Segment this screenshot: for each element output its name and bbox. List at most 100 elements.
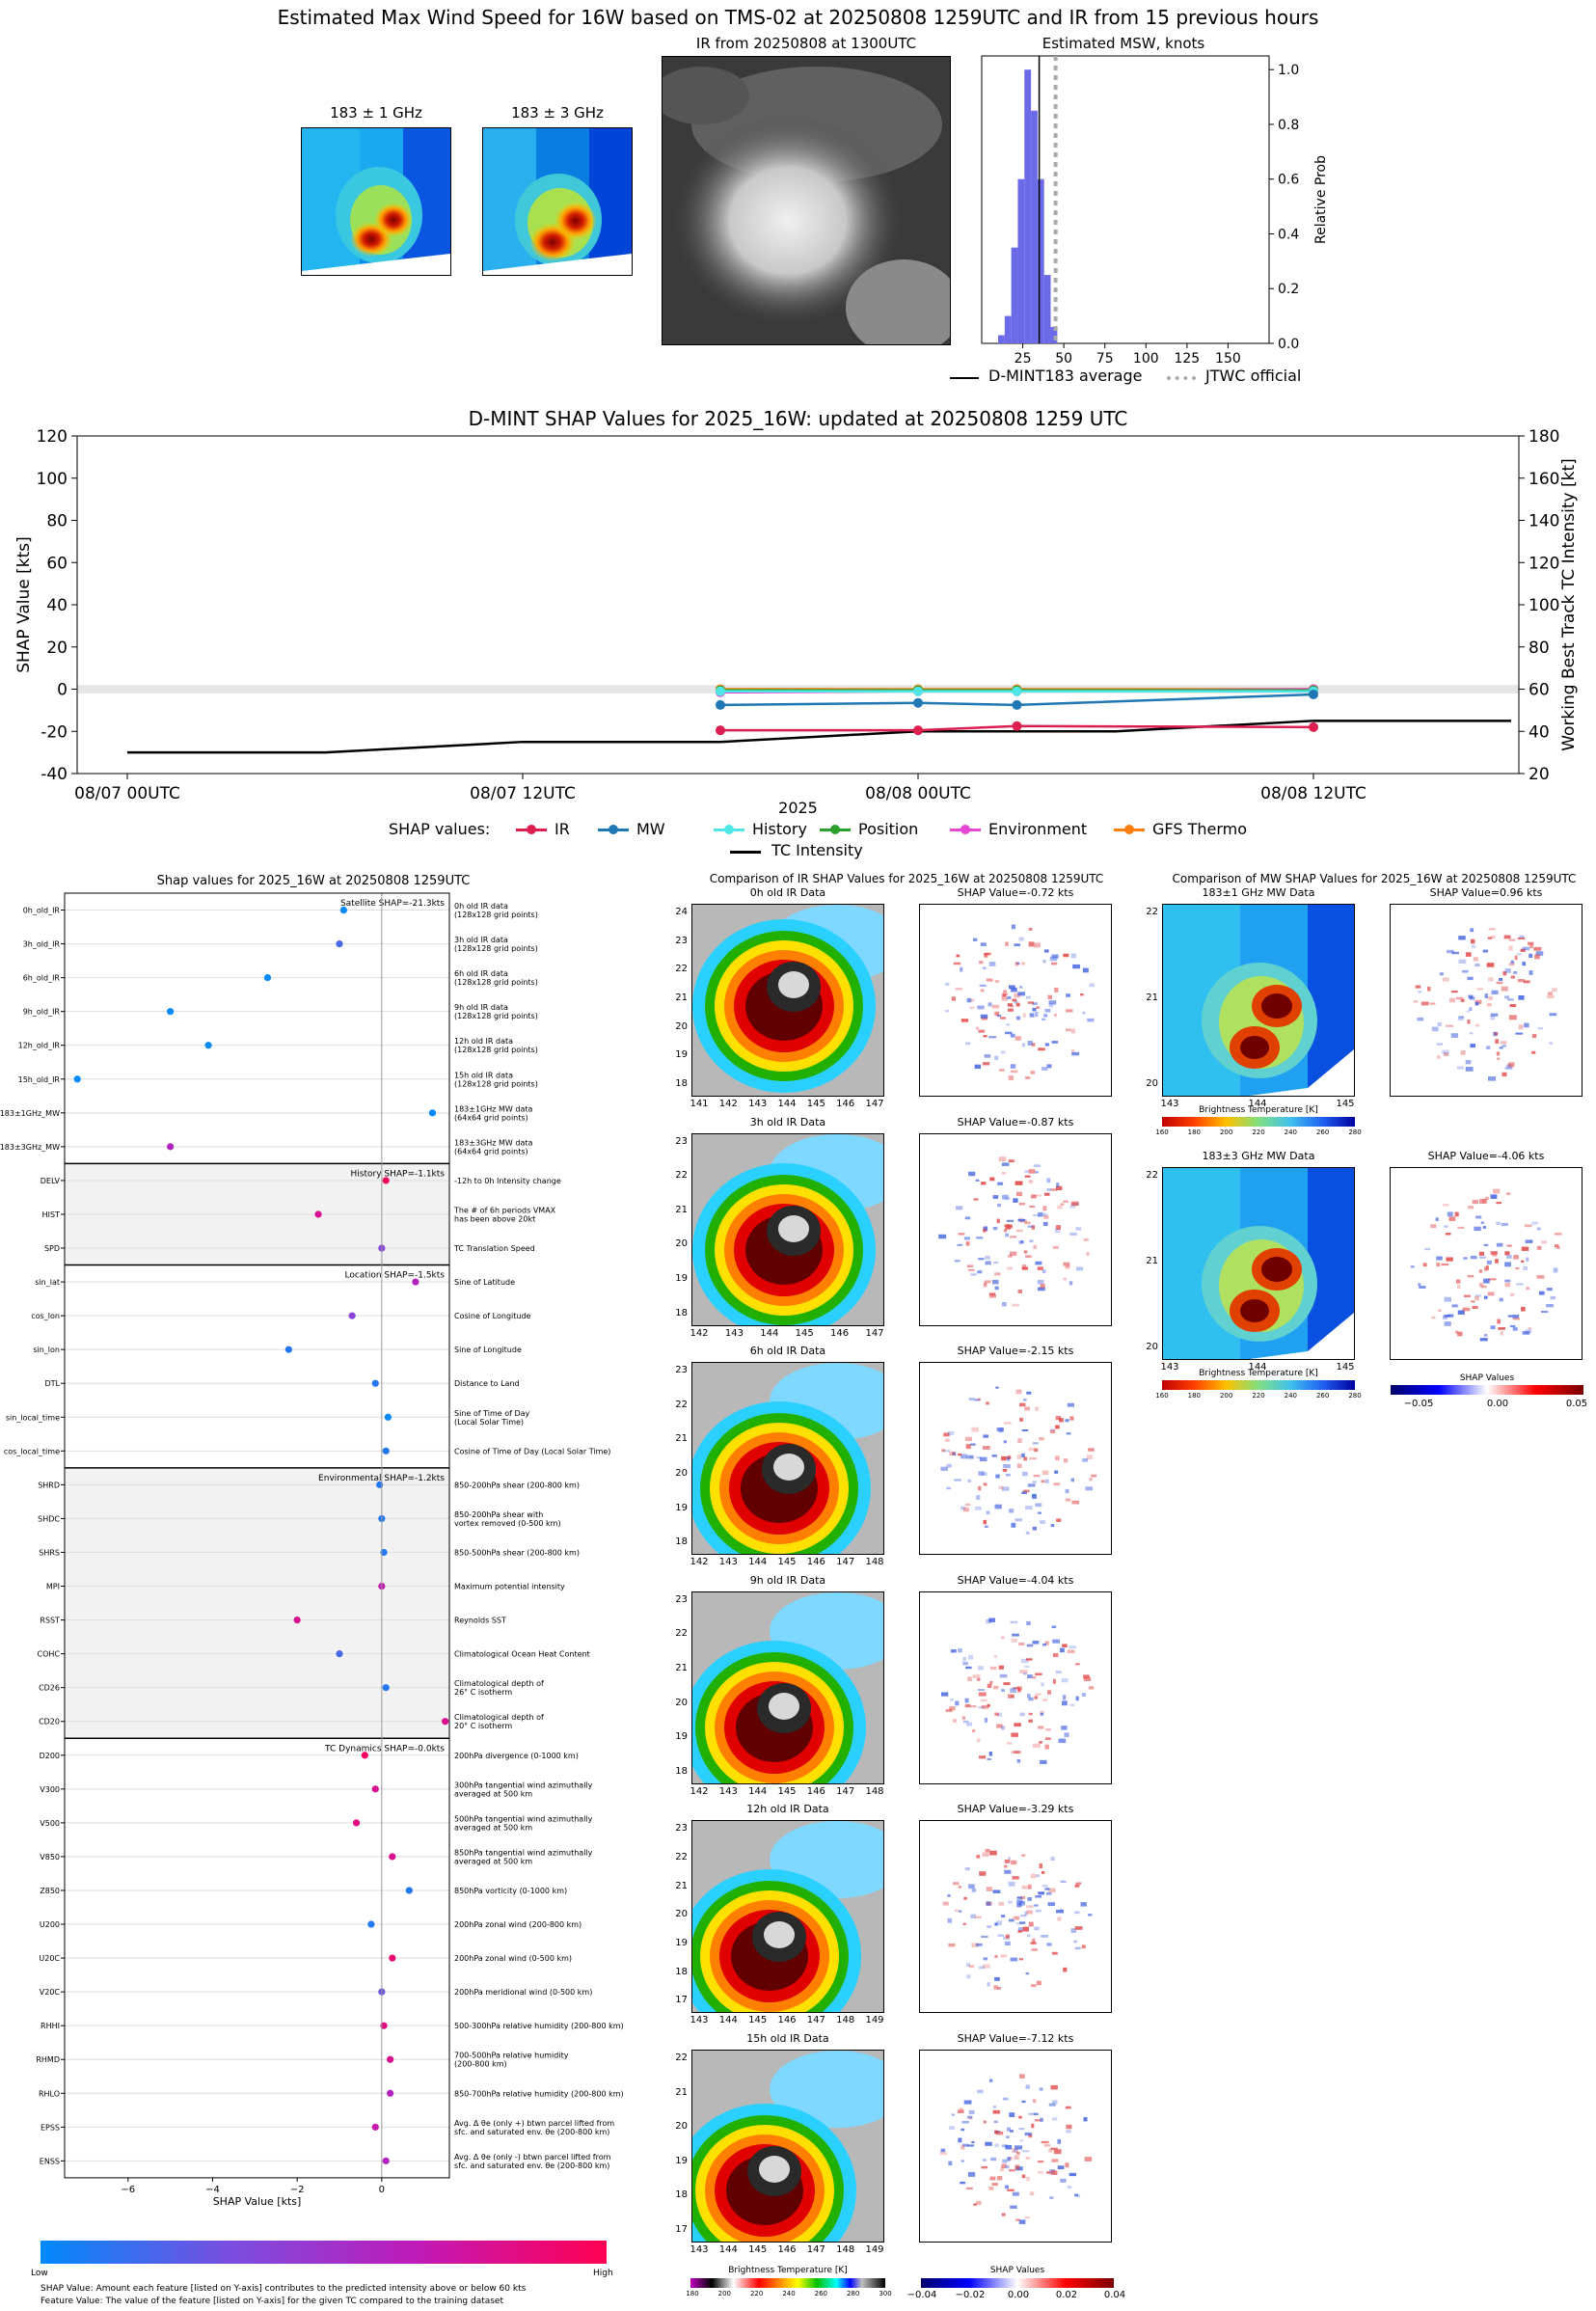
shap-speck <box>1046 1064 1052 1069</box>
feature-desc: averaged at 500 km <box>454 1789 532 1798</box>
shap-speck <box>1000 1954 1007 1958</box>
mw-row-xtick: 144 <box>1248 1099 1267 1109</box>
shap-speck <box>1497 1057 1501 1060</box>
shap-speck <box>1032 1743 1041 1748</box>
feature-desc: Climatological depth of <box>454 1713 544 1722</box>
shap-speck <box>979 1754 987 1759</box>
shap-speck <box>1465 1067 1474 1072</box>
shap-speck <box>1059 1647 1065 1652</box>
shap-speck <box>1500 1331 1504 1336</box>
hist-xtick-label: 125 <box>1174 351 1200 367</box>
feature-point <box>442 1718 449 1726</box>
shap-speck <box>1045 1892 1052 1896</box>
shap-speck <box>1080 1902 1087 1907</box>
shap-speck <box>1495 1039 1500 1045</box>
ir-row-data-svg <box>692 1363 883 1555</box>
mw-bt-colorbar-tick: 220 <box>1252 1128 1265 1136</box>
shap-speck <box>982 1446 990 1451</box>
shap-speck <box>1492 1251 1498 1257</box>
shap-speck <box>981 1704 989 1709</box>
shap-speck <box>1011 988 1017 992</box>
hist-ytick-label: 0.6 <box>1278 173 1299 188</box>
shap-speck <box>1540 1311 1549 1314</box>
ir-bt-colorbar-label: Brightness Temperature [K] <box>728 2266 848 2275</box>
ir-row-ytick: 22 <box>675 1852 688 1863</box>
shap-speck <box>965 1042 971 1046</box>
mw-bt-colorbar-tick: 160 <box>1155 1392 1169 1400</box>
mw-shap-tick: 0.05 <box>1565 1399 1588 1409</box>
shap-speck <box>1041 1018 1046 1020</box>
shap-speck <box>987 1002 992 1007</box>
shap-speck <box>1513 970 1518 974</box>
shap-speck <box>1041 2140 1049 2144</box>
shap-speck <box>1510 960 1514 965</box>
series-point-ir <box>716 725 725 736</box>
hist-ytick-label: 0.0 <box>1278 337 1299 352</box>
shap-speck <box>1025 1972 1030 1975</box>
mw-bt-colorbar-tick: 240 <box>1284 1392 1298 1400</box>
shap-speck <box>987 1925 992 1929</box>
shap-speck <box>1494 1032 1499 1036</box>
feature-desc: -12h to 0h Intensity change <box>454 1177 561 1185</box>
shap-speck <box>977 1398 982 1401</box>
shap-speck <box>1012 998 1017 1002</box>
shap-speck <box>1497 1319 1501 1324</box>
ir-row-shap-svg <box>920 1821 1111 2013</box>
shap-speck <box>1024 1665 1030 1668</box>
mw-shap-colorbar <box>1391 1385 1583 1395</box>
shap-speck <box>972 1728 976 1732</box>
shap-speck <box>966 1963 971 1968</box>
shap-speck <box>1005 2164 1010 2169</box>
shap-speck <box>1507 998 1514 1001</box>
shap-speck <box>1444 1225 1448 1228</box>
shap-speck <box>1512 1326 1518 1331</box>
shap-speck <box>970 1272 977 1276</box>
feature-desc: 200hPa zonal wind (200-800 km) <box>454 1920 582 1929</box>
shap-speck <box>1049 956 1058 962</box>
shap-speck <box>1021 1886 1028 1890</box>
timeline-ytick-label: 20 <box>46 639 68 658</box>
shap-speck <box>1023 1672 1027 1675</box>
shap-speck <box>1025 1254 1032 1258</box>
shap-speck <box>971 1943 979 1948</box>
shap-speck <box>1002 1194 1009 1200</box>
ir-row-shap-image <box>919 1132 1112 1326</box>
ir-row-ytick: 19 <box>675 2155 688 2166</box>
shap-speck <box>1490 1013 1499 1017</box>
feature-point <box>367 1920 375 1928</box>
shap-speck <box>1028 1179 1034 1183</box>
ir-row-ytick: 23 <box>675 1135 688 1147</box>
shap-speck <box>1026 1644 1034 1647</box>
hist-xtick-label: 150 <box>1215 351 1241 367</box>
shap-speck <box>1027 1897 1032 1902</box>
shap-speck <box>1436 1262 1441 1267</box>
shap-speck <box>1457 1310 1465 1315</box>
shap-speck <box>1014 2155 1019 2161</box>
feature-desc: has been above 20kt <box>454 1214 535 1223</box>
group-header: Location SHAP=-1.5kts <box>344 1271 445 1281</box>
shap-speck <box>1001 1688 1005 1692</box>
shap-speck <box>1041 1871 1045 1875</box>
shap-speck <box>1027 1483 1036 1487</box>
shap-speck <box>1016 1899 1023 1904</box>
shap-speck <box>1014 962 1019 966</box>
shap-speck <box>1504 1251 1510 1256</box>
shap-speck <box>1086 1455 1094 1460</box>
shap-speck <box>1019 1915 1026 1917</box>
ir-row-ytick: 19 <box>675 1938 688 1949</box>
shap-speck <box>1012 2191 1019 2196</box>
shap-speck <box>1075 1696 1079 1700</box>
shap-speck <box>1499 1297 1503 1302</box>
shap-speck <box>1034 1927 1040 1931</box>
shap-speck <box>1024 2132 1032 2136</box>
ir-row-xtick: 146 <box>777 2244 797 2255</box>
shap-speck <box>1521 1246 1529 1251</box>
shap-speck <box>1043 2144 1051 2147</box>
shap-speck <box>1039 1863 1042 1869</box>
ir-row-xtick: 144 <box>748 1785 768 1797</box>
mw-shap-colorbar-ticks: −0.05 0.00 0.05 <box>1381 1399 1593 1410</box>
shap-speck <box>940 1466 948 1472</box>
legend-marker-history <box>724 825 734 834</box>
shap-speck <box>1039 1520 1046 1525</box>
ir-row-xtick: 143 <box>690 2015 709 2026</box>
